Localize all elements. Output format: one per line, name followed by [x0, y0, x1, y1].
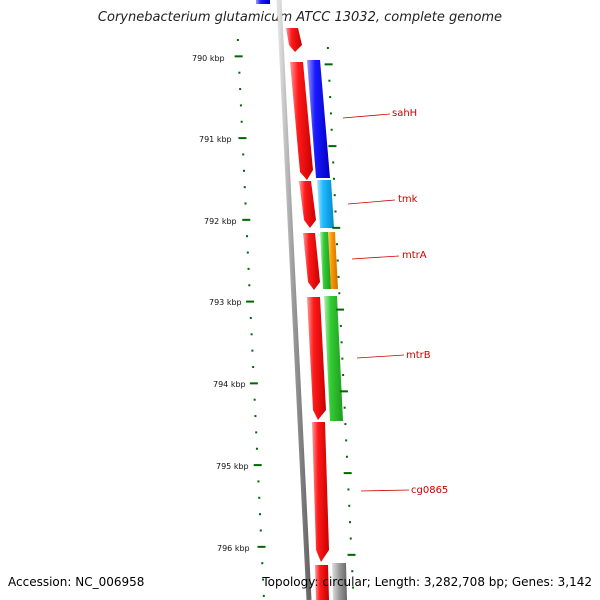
gene-arrow-red-5: [307, 297, 326, 420]
tick-label-792: 792 kbp: [204, 217, 237, 226]
genome-backbone: [276, 0, 312, 600]
gene-label-tmk: tmk: [398, 194, 418, 205]
gene-arrow-red-6: [312, 422, 329, 562]
gene-arrow-red-1: [286, 28, 302, 52]
gene-gray-block: [332, 563, 347, 600]
accession-text: Accession: NC_006958: [8, 575, 145, 589]
tick-label-791: 791 kbp: [199, 135, 232, 144]
leader-line-mtrA: [351, 255, 400, 260]
gene-arrow-red-3: [299, 181, 316, 228]
gene-mtrA-block: [320, 232, 331, 289]
gene-label-cg0865: cg0865: [411, 485, 448, 496]
leader-line-mtrB: [356, 354, 405, 359]
tick-label-795: 795 kbp: [216, 462, 249, 471]
gene-arrow-red-7: [315, 565, 329, 600]
tick-label-790: 790 kbp: [192, 54, 225, 63]
gene-arrow-top-partial: [256, 0, 270, 4]
leader-line-sahH: [342, 113, 391, 119]
gene-label-sahH: sahH: [392, 108, 417, 119]
gene-mtrB-block: [324, 296, 343, 421]
tick-label-796: 796 kbp: [217, 544, 250, 553]
scale-ticks-right: [324, 47, 356, 589]
leader-line-cg0865: [360, 489, 410, 492]
leader-line-tmk: [347, 199, 396, 205]
gene-label-mtrA: mtrA: [402, 250, 427, 261]
gene-sahH-block: [307, 60, 330, 178]
tick-label-794: 794 kbp: [213, 380, 246, 389]
gene-label-mtrB: mtrB: [406, 350, 431, 361]
gene-arrow-red-4: [303, 233, 320, 290]
gene-arrow-red-2: [290, 62, 313, 180]
scale-ticks-left: [234, 39, 266, 597]
gene-mtrA-accent-block: [328, 232, 338, 289]
map-title: Corynebacterium glutamicum ATCC 13032, c…: [97, 10, 503, 25]
genome-stats-text: Topology: circular; Length: 3,282,708 bp…: [262, 575, 592, 589]
gene-tmk-block: [317, 180, 334, 228]
tick-label-793: 793 kbp: [209, 298, 242, 307]
